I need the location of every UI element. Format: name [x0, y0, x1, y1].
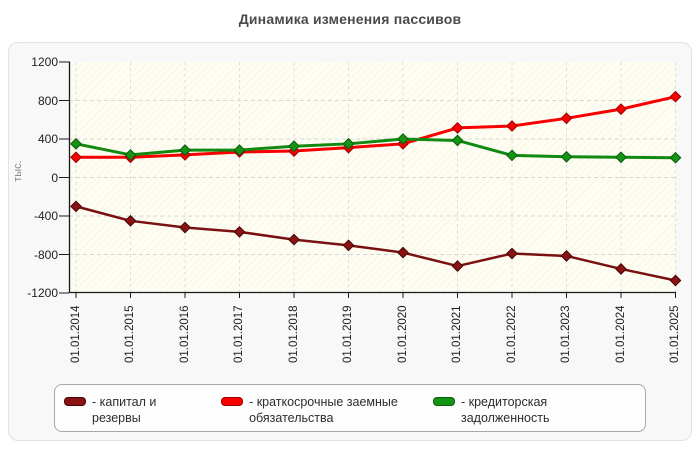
data-point-marker [560, 150, 573, 163]
data-point-marker [70, 137, 82, 150]
data-point-marker [506, 247, 518, 260]
data-point-marker [288, 233, 300, 246]
y-tick-label: 800 [37, 93, 58, 108]
x-tick-label: 01.01.2018 [287, 305, 300, 363]
series-line-кредиторская-задолженность [74, 137, 677, 160]
y-tick-label: 1200 [31, 55, 58, 69]
legend-swatch [64, 397, 86, 406]
series-line-краткосрочные-заемные-обязательства [74, 95, 677, 159]
x-tick-label: 01.01.2020 [396, 305, 409, 363]
x-tick-label: 01.01.2016 [178, 305, 191, 363]
y-tick-label: -800 [33, 247, 58, 262]
x-tick-label: 01.01.2022 [505, 305, 518, 363]
data-point-marker [506, 120, 518, 132]
data-point-marker [179, 221, 191, 234]
y-tick-label: 400 [37, 132, 58, 146]
data-point-marker [233, 144, 246, 156]
data-point-marker [615, 263, 627, 275]
data-point-marker [124, 214, 137, 227]
x-tick-label: 01.01.2019 [342, 305, 354, 363]
data-point-marker [669, 90, 682, 103]
series-line-капитал-и-резервы [74, 205, 677, 282]
chart-title: Динамика изменения пассивов [238, 11, 462, 27]
data-point-marker [288, 140, 300, 153]
data-point-marker [342, 239, 355, 252]
data-point-marker [669, 151, 682, 164]
data-point-marker [179, 144, 191, 156]
data-point-marker [615, 103, 627, 116]
data-point-marker [451, 122, 464, 134]
liabilities-line-chart [59, 61, 682, 298]
x-tick-label: 01.01.2021 [451, 305, 463, 363]
x-tick-label: 01.01.2014 [69, 305, 82, 363]
x-tick-label: 01.01.2025 [669, 305, 681, 363]
legend-item: - капитал и резервы [64, 394, 207, 427]
x-tick-label: 01.01.2024 [614, 305, 627, 363]
data-point-marker [451, 260, 464, 272]
data-point-marker [451, 134, 464, 147]
chart-legend: - капитал и резервы - краткосрочные заемн… [54, 384, 646, 432]
data-point-marker [70, 151, 82, 164]
data-point-marker [560, 250, 573, 262]
x-tick-label: 01.01.2015 [124, 305, 136, 363]
data-point-marker [560, 112, 573, 125]
data-point-marker [615, 151, 627, 164]
legend-item: - краткосрочные заемные обязательства [221, 394, 419, 427]
legend-label: - кредиторская задолженность [460, 395, 550, 426]
data-point-marker [342, 137, 355, 150]
legend-swatch [221, 397, 244, 406]
data-point-marker [233, 225, 246, 238]
data-point-marker [397, 246, 409, 259]
legend-label: - краткосрочные заемные обязательства [249, 395, 398, 426]
y-tick-label: 0 [51, 170, 58, 185]
legend-swatch [432, 397, 455, 406]
chart-panel: тыс. 1200 800 400 0 -400 -800 -1200 01.01.2014… [8, 42, 692, 441]
data-point-marker [669, 274, 682, 287]
legend-label: - капитал и резервы [92, 395, 157, 426]
plot-area [59, 61, 682, 298]
legend-item: - кредиторская задолженность [432, 394, 637, 427]
x-tick-label: 01.01.2017 [233, 305, 245, 363]
y-tick-label: -400 [33, 209, 58, 223]
data-point-marker [397, 133, 409, 145]
data-point-marker [506, 149, 518, 162]
x-tick-label: 01.01.2023 [560, 305, 572, 363]
data-point-marker [124, 148, 137, 161]
data-point-marker [70, 200, 82, 213]
y-tick-label: -1200 [27, 286, 58, 300]
